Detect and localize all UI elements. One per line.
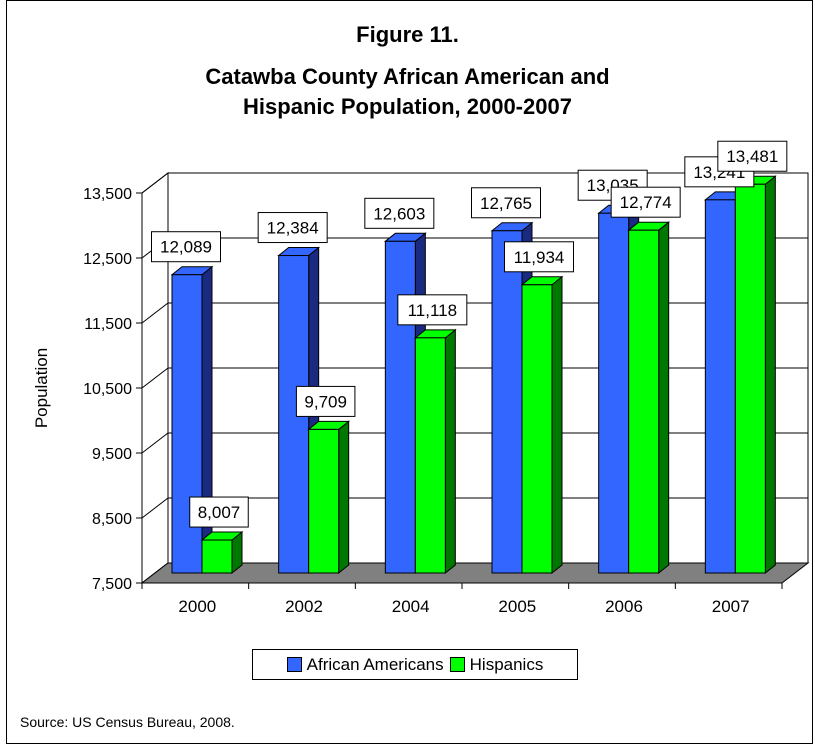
legend-label-african-americans: African Americans xyxy=(306,654,444,674)
data-label-box xyxy=(364,197,435,229)
bar-hispanics xyxy=(628,229,660,574)
data-label-box xyxy=(397,294,468,326)
data-label-box xyxy=(257,212,328,244)
bar-hispanics xyxy=(201,539,233,574)
y-tick-label: 11,500 xyxy=(84,316,132,333)
gridline xyxy=(141,302,808,324)
bar-african-americans xyxy=(171,274,203,574)
data-label: 8,007 xyxy=(198,503,241,522)
data-label: 12,384 xyxy=(267,219,319,238)
bar-side xyxy=(338,420,350,575)
legend-label-hispanics: Hispanics xyxy=(469,654,544,674)
data-label: 12,603 xyxy=(373,204,425,223)
x-tick-label: 2005 xyxy=(498,597,536,616)
gridline xyxy=(141,432,808,454)
data-label-box xyxy=(471,187,541,219)
data-label-box xyxy=(295,385,356,417)
bar-african-americans xyxy=(384,240,416,574)
gridline xyxy=(141,367,808,389)
bar-side xyxy=(551,275,563,575)
figure-label: Figure 11. xyxy=(356,22,459,47)
bar-african-americans xyxy=(704,199,736,574)
bar-hispanics xyxy=(414,337,446,574)
data-label: 11,118 xyxy=(408,301,457,320)
y-tick-label: 10,500 xyxy=(83,381,132,398)
y-tick-label: 12,500 xyxy=(83,251,132,268)
y-tick-label: 9,500 xyxy=(92,446,132,463)
y-tick-label: 13,500 xyxy=(83,186,132,203)
chart-title: Catawba County African American and Hisp… xyxy=(0,62,815,122)
x-tick-label: 2002 xyxy=(285,597,323,616)
data-label: 11,934 xyxy=(514,248,565,267)
bar-african-americans xyxy=(491,230,523,574)
legend: African Americans Hispanics xyxy=(252,649,578,680)
legend-swatch-hispanics xyxy=(449,657,465,672)
bar-hispanics xyxy=(308,428,340,574)
y-tick-label: 8,500 xyxy=(92,511,132,528)
data-label-box xyxy=(717,140,788,172)
data-label: 12,774 xyxy=(620,193,672,212)
data-label: 13,481 xyxy=(726,147,778,166)
bar-hispanics xyxy=(521,284,553,574)
x-tick-label: 2000 xyxy=(178,597,216,616)
data-label-box xyxy=(610,186,681,218)
data-label: 12,089 xyxy=(160,238,212,257)
data-label-box xyxy=(189,496,249,528)
x-tick-label: 2006 xyxy=(605,597,643,616)
bar-side xyxy=(764,175,776,575)
data-label: 9,709 xyxy=(304,392,347,411)
x-tick-label: 2007 xyxy=(712,597,750,616)
chart-title-line-1: Catawba County African American and xyxy=(205,64,610,89)
bar-hispanics xyxy=(734,183,766,574)
bar-side xyxy=(658,221,670,575)
y-tick-label: 7,500 xyxy=(92,576,132,593)
source-note: Source: US Census Bureau, 2008. xyxy=(20,714,235,730)
data-label-box xyxy=(151,231,221,263)
y-axis-label: Population xyxy=(32,348,51,428)
chart-title-line-2: Hispanic Population, 2000-2007 xyxy=(243,94,572,119)
legend-swatch-african-americans xyxy=(286,657,302,672)
gridline xyxy=(141,497,808,519)
legend-item-african-americans: African Americans xyxy=(286,654,444,675)
bar-african-americans xyxy=(598,212,630,574)
bar-side xyxy=(444,328,456,575)
data-label: 12,765 xyxy=(480,194,532,213)
x-tick-label: 2004 xyxy=(392,597,430,616)
data-label-box xyxy=(504,241,574,273)
legend-item-hispanics: Hispanics xyxy=(449,654,544,675)
